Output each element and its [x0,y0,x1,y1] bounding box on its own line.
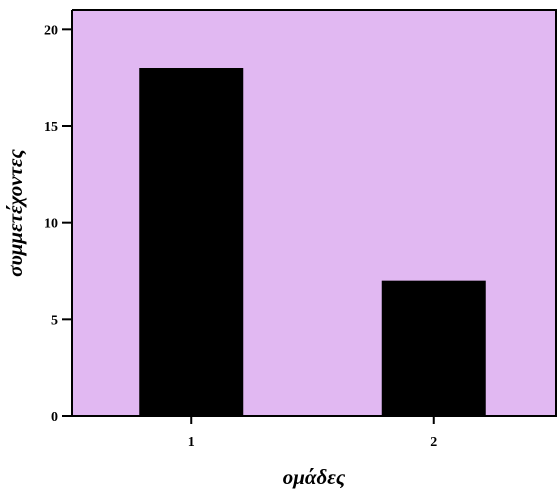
y-tick-label: 10 [44,217,58,232]
bar-2 [381,280,486,416]
x-tick-label: 2 [430,435,437,450]
y-axis-title: συμμετέχοντες [3,148,27,276]
y-tick-label: 0 [51,410,58,425]
x-tick-label: 1 [188,435,195,450]
bar-1 [139,68,244,416]
plot-border [72,9,557,416]
y-tick-label: 15 [44,120,58,135]
x-axis-title: ομάδες [283,465,346,489]
y-tick-label: 20 [44,23,58,38]
bars-group [139,68,486,416]
y-tick-label: 5 [51,313,58,328]
y-ticks-group: 0 5 10 15 20 [44,23,72,425]
